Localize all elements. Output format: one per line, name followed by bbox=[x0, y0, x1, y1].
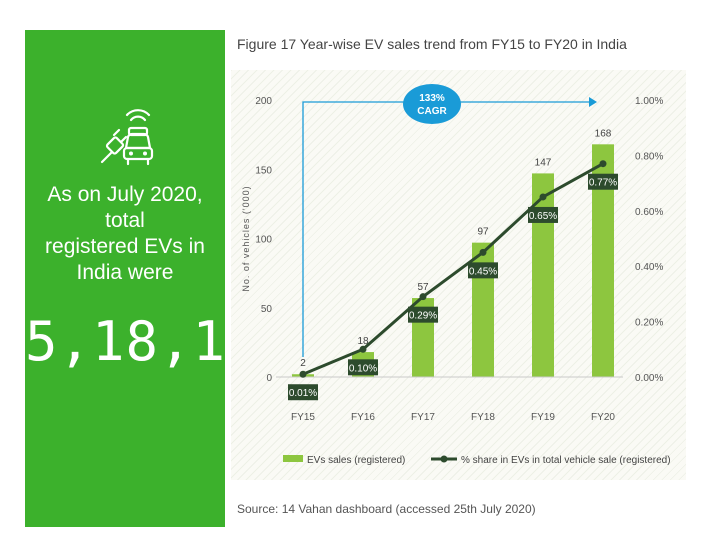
bar-value-label: 97 bbox=[477, 227, 489, 238]
bar-value-label: 18 bbox=[357, 336, 369, 347]
x-tick-label: FY20 bbox=[591, 412, 615, 423]
summary-line: As on July 2020, bbox=[47, 183, 203, 206]
source-note: Source: 14 Vahan dashboard (accessed 25t… bbox=[237, 502, 536, 516]
chart-area: 0 50 100 150 200 0.00% 0.20% 0.40% 0.60% 0.80% 1.0… bbox=[231, 70, 686, 480]
line-point bbox=[419, 293, 427, 301]
cagr-label: CAGR bbox=[417, 106, 447, 117]
summary-line: registered EVs in bbox=[45, 235, 205, 258]
line-label-box bbox=[528, 206, 558, 223]
cagr-bubble bbox=[403, 84, 461, 124]
y-left-tick-label: 100 bbox=[255, 235, 272, 246]
y-left-tick-label: 150 bbox=[255, 165, 272, 176]
line-value-label: 0.10% bbox=[349, 363, 377, 374]
ev-charging-car-icon bbox=[100, 109, 154, 166]
x-tick-label: FY17 bbox=[411, 412, 435, 423]
highlight-panel: As on July 2020, total registered EVs in… bbox=[25, 30, 294, 527]
ev-sales-chart: 0 50 100 150 200 0.00% 0.20% 0.40% 0.60% 0.80% 1.0… bbox=[241, 84, 671, 466]
line-point bbox=[479, 248, 487, 256]
y-right-tick-label: 1.00% bbox=[635, 96, 663, 107]
summary-line: total bbox=[105, 209, 145, 232]
bar-value-label: 147 bbox=[535, 157, 552, 168]
bar-ev-sales bbox=[592, 144, 614, 377]
line-value-label: 0.29% bbox=[409, 311, 437, 322]
y-left-axis-title: No. of vehicles ('000) bbox=[241, 185, 251, 291]
cagr-bracket-line bbox=[302, 101, 591, 357]
cagr-arrow-head bbox=[589, 97, 597, 107]
y-right-tick-label: 0.40% bbox=[635, 262, 663, 273]
line-label-box bbox=[468, 262, 498, 279]
line-value-label: 0.45% bbox=[469, 266, 497, 277]
legend-swatch-bars bbox=[283, 455, 303, 462]
summary-line: India were bbox=[76, 261, 174, 284]
line-label-box bbox=[588, 173, 618, 190]
y-left-tick-label: 0 bbox=[266, 373, 272, 384]
y-right-tick-label: 0.80% bbox=[635, 151, 663, 162]
y-right-tick-label: 0.20% bbox=[635, 318, 663, 329]
y-right-tick-label: 0.00% bbox=[635, 373, 663, 384]
bar-value-label: 2 bbox=[300, 358, 306, 369]
x-tick-label: FY19 bbox=[531, 412, 555, 423]
x-tick-label: FY15 bbox=[291, 412, 315, 423]
summary-text: As on July 2020, total registered EVs in… bbox=[33, 182, 217, 286]
bar-ev-sales bbox=[532, 173, 554, 377]
line-ev-share bbox=[302, 162, 604, 376]
line-value-label: 0.01% bbox=[289, 388, 317, 399]
line-point bbox=[299, 370, 307, 378]
line-point bbox=[539, 193, 547, 201]
legend-label-line: % share in EVs in total vehicle sale (re… bbox=[461, 455, 671, 466]
cagr-value: 133% bbox=[419, 93, 445, 104]
total-ev-count: 5,18,110 bbox=[25, 310, 294, 373]
legend-swatch-point bbox=[440, 455, 448, 463]
legend-label-bars: EVs sales (registered) bbox=[307, 455, 405, 466]
line-label-box bbox=[408, 306, 438, 323]
figure-title: Figure 17 Year-wise EV sales trend from … bbox=[237, 36, 627, 52]
line-point bbox=[359, 345, 367, 353]
line-value-label: 0.65% bbox=[529, 211, 557, 222]
bar-value-label: 168 bbox=[595, 128, 612, 139]
line-value-label: 0.77% bbox=[589, 178, 617, 189]
x-tick-label: FY16 bbox=[351, 412, 375, 423]
y-right-tick-label: 0.60% bbox=[635, 207, 663, 218]
line-label-box bbox=[288, 384, 318, 401]
y-left-tick-label: 200 bbox=[255, 96, 272, 107]
x-tick-label: FY18 bbox=[471, 412, 495, 423]
line-label-box bbox=[348, 359, 378, 376]
y-left-tick-label: 50 bbox=[261, 304, 273, 315]
bar-value-label: 57 bbox=[417, 282, 429, 293]
line-point bbox=[599, 160, 607, 168]
